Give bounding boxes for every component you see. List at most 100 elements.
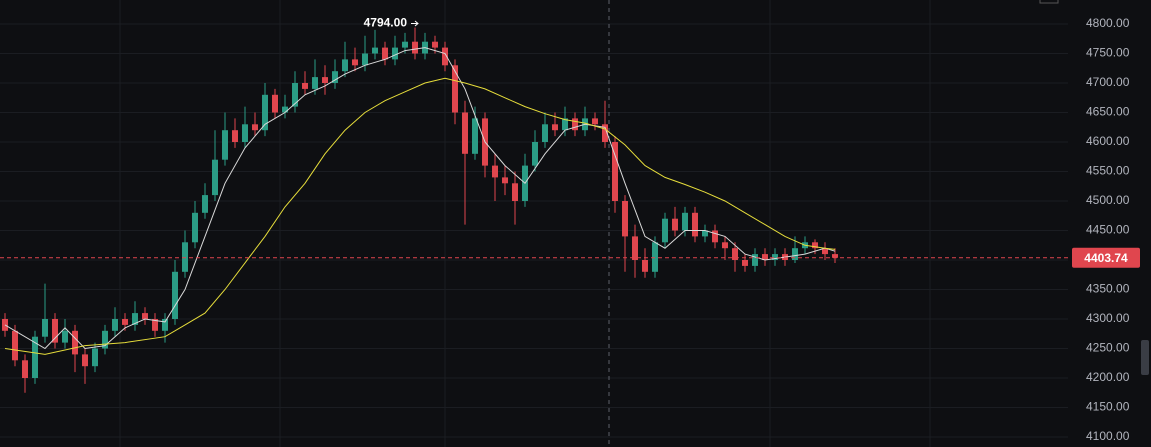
y-tick-label: 4600.00	[1086, 134, 1130, 148]
candle-body	[452, 65, 458, 113]
y-tick-label: 4100.00	[1086, 429, 1130, 443]
candle-body	[42, 319, 48, 337]
high-arrow	[411, 20, 419, 27]
candle-body	[302, 83, 308, 89]
y-tick-label: 4500.00	[1086, 193, 1130, 207]
candle-body	[32, 336, 38, 378]
candle-body	[572, 118, 578, 131]
candle-body	[122, 319, 128, 325]
y-tick-label: 4200.00	[1086, 370, 1130, 384]
candle-body	[162, 319, 168, 331]
y-tick-label: 4550.00	[1086, 164, 1130, 178]
candle-body	[182, 242, 188, 272]
candle-body	[472, 118, 478, 154]
candle-body	[142, 313, 148, 319]
candle-body	[492, 165, 498, 178]
candle-body	[12, 330, 18, 361]
candle-body	[822, 248, 828, 255]
candle-body	[602, 124, 608, 142]
candle-body	[712, 230, 718, 243]
candle-body	[412, 41, 418, 54]
candle-body	[152, 319, 158, 331]
y-tick-label: 4350.00	[1086, 282, 1130, 296]
vertical-grid	[119, 0, 931, 447]
candle-body	[402, 41, 408, 48]
candle-body	[202, 195, 208, 213]
candle-body	[272, 94, 278, 113]
candle-body	[212, 159, 218, 196]
candle-body	[222, 130, 228, 160]
high-label: 4794.00	[364, 16, 408, 30]
candle-body	[62, 330, 68, 343]
candle-body	[282, 106, 288, 113]
y-tick-label: 4250.00	[1086, 341, 1130, 355]
candle-body	[52, 319, 58, 343]
ma-line	[4, 77, 836, 355]
candle-body	[622, 201, 628, 237]
candle-body	[762, 254, 768, 260]
candle-body	[172, 271, 178, 319]
candle-body	[772, 254, 778, 260]
candle-body	[682, 212, 688, 231]
candle-body	[112, 319, 118, 331]
candle-body	[552, 124, 558, 131]
candle-body	[102, 330, 108, 349]
y-tick-label: 4800.00	[1086, 16, 1130, 30]
candle-body	[692, 212, 698, 237]
candle-body	[462, 112, 468, 154]
candle-body	[672, 218, 678, 231]
candle-body	[192, 212, 198, 243]
candle-body	[562, 118, 568, 131]
y-tick-label: 4650.00	[1086, 105, 1130, 119]
candle-body	[242, 124, 248, 142]
candle-body	[752, 254, 758, 266]
last-price-tag	[1072, 247, 1140, 268]
candle-body	[252, 124, 258, 131]
y-tick-label: 4300.00	[1086, 311, 1130, 325]
candle-body	[232, 130, 238, 142]
candle-body	[732, 248, 738, 260]
candle-body	[392, 47, 398, 60]
candle-body	[432, 41, 438, 48]
candle-body	[362, 53, 368, 66]
candle-body	[542, 124, 548, 142]
candle-body	[92, 348, 98, 367]
candle-body	[742, 260, 748, 266]
candle-body	[82, 354, 88, 367]
candle-body	[702, 230, 708, 237]
candle-body	[832, 254, 838, 258]
candle-body	[332, 71, 338, 83]
candle-body	[512, 183, 518, 201]
y-tick-label: 4750.00	[1086, 46, 1130, 60]
ma-line	[4, 47, 836, 350]
candle-body	[292, 83, 298, 107]
candle-body	[262, 94, 268, 131]
candle-body	[22, 360, 28, 378]
candle-body	[322, 77, 328, 83]
candle-body	[72, 330, 78, 355]
corner-button[interactable]	[1039, 0, 1059, 4]
candle-body	[612, 142, 618, 201]
candle-body	[662, 218, 668, 243]
candle-body	[372, 47, 378, 54]
candle-body	[532, 142, 538, 166]
candle-body	[502, 177, 508, 184]
candle-body	[722, 242, 728, 249]
scroll-handle[interactable]	[1141, 340, 1149, 375]
candle-body	[352, 59, 358, 66]
last-price-label: 4403.74	[1084, 251, 1128, 265]
candle-body	[812, 242, 818, 249]
candle-body	[632, 236, 638, 260]
candle-body	[342, 59, 348, 72]
y-tick-label: 4150.00	[1086, 400, 1130, 414]
y-tick-label: 4450.00	[1086, 223, 1130, 237]
candle-body	[132, 313, 138, 325]
candle-body	[382, 47, 388, 60]
candle-body	[652, 242, 658, 272]
candle-body	[642, 260, 648, 272]
candle-body	[442, 47, 448, 66]
y-tick-label: 4700.00	[1086, 75, 1130, 89]
